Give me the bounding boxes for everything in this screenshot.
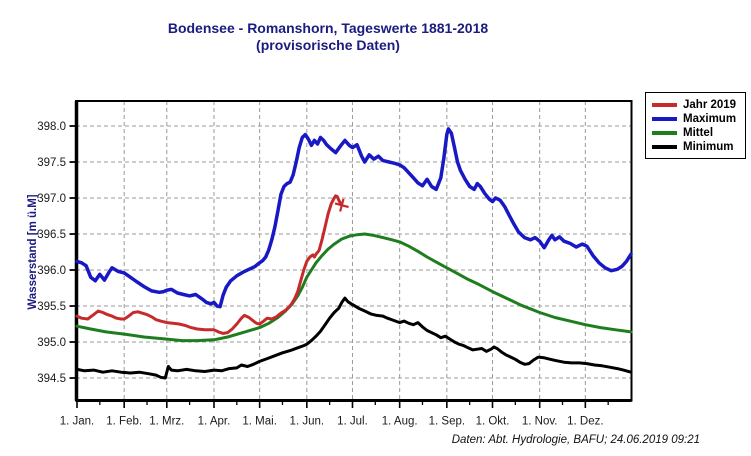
x-tick-label: 1. Feb. xyxy=(106,416,142,428)
x-tick-label: 1. Jun. xyxy=(290,416,325,428)
y-tick-label: 397.0 xyxy=(37,193,66,205)
legend-line-swatch xyxy=(652,117,677,121)
series-line-maximum xyxy=(75,127,633,309)
plus-marker-stroke xyxy=(339,198,345,212)
y-axis-title: Wasserstand [m ü.M] xyxy=(27,194,39,310)
legend-line-swatch xyxy=(652,103,677,107)
series-line-jahr-2019 xyxy=(75,194,342,335)
legend-line-swatch xyxy=(652,131,677,135)
series-line-minimum xyxy=(75,296,633,380)
legend-label: Jahr 2019 xyxy=(683,99,737,111)
x-tick-label: 1. Jan. xyxy=(60,416,95,428)
x-tick-label: 1. Sep. xyxy=(429,416,465,428)
legend-line-swatch xyxy=(652,145,677,149)
legend-label: Maximum xyxy=(683,113,737,125)
x-tick-label: 1. Nov. xyxy=(522,416,558,428)
legend: Jahr 2019 Maximum Mittel Minimum xyxy=(645,92,746,159)
chart-title: Bodensee - Romanshorn, Tageswerte 1881-2… xyxy=(167,20,489,36)
x-tick-label: 1. Jul. xyxy=(337,416,368,428)
legend-item-mittel: Mittel xyxy=(652,126,740,140)
y-tick-label: 396.5 xyxy=(37,229,66,241)
data-source-note: Daten: Abt. Hydrologie, BAFU; 24.06.2019… xyxy=(451,434,700,446)
y-tick-label: 398.0 xyxy=(37,121,66,133)
x-tick-label: 1. Apr. xyxy=(198,416,231,428)
x-tick-label: 1. Dez. xyxy=(567,416,603,428)
x-tick-label: 1. Mrz. xyxy=(149,416,184,428)
legend-item-maximum: Maximum xyxy=(652,112,740,126)
y-tick-label: 397.5 xyxy=(37,157,66,169)
y-tick-label: 396.0 xyxy=(37,265,66,277)
y-tick-label: 394.5 xyxy=(37,373,66,385)
last-value-plus-marker xyxy=(334,198,349,212)
x-tick-label: 1. Okt. xyxy=(476,416,510,428)
x-tick-label: 1. Mai. xyxy=(242,416,277,428)
y-tick-label: 395.0 xyxy=(37,337,66,349)
x-tick-label: 1. Aug. xyxy=(382,416,418,428)
legend-label: Mittel xyxy=(683,127,714,139)
legend-label: Minimum xyxy=(683,141,734,153)
legend-item-jahr-2019: Jahr 2019 xyxy=(652,98,740,112)
chart-subtitle: (provisorische Daten) xyxy=(256,37,400,53)
y-tick-label: 395.5 xyxy=(37,301,66,313)
legend-item-minimum: Minimum xyxy=(652,140,740,154)
series-line-mittel xyxy=(75,232,633,343)
